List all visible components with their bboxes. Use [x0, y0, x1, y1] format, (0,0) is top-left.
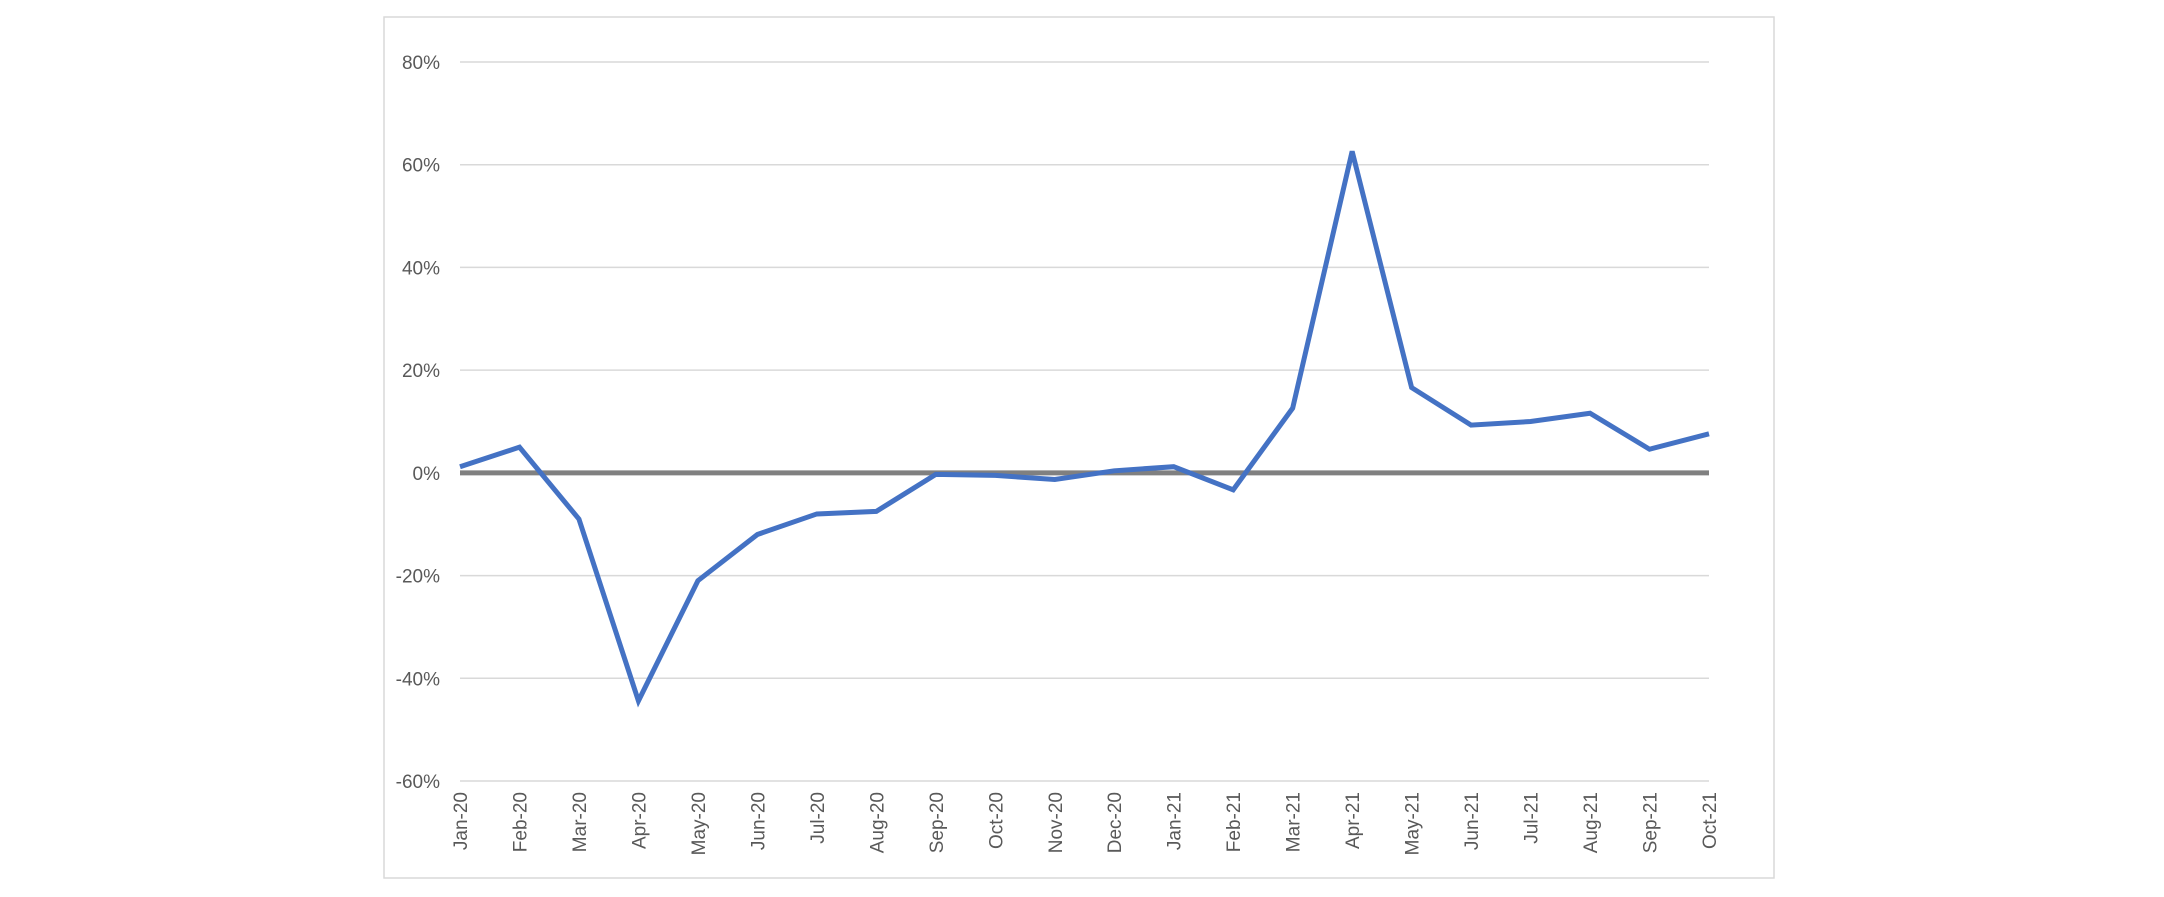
x-tick-label: Oct-21	[1700, 792, 1721, 849]
x-tick-label: Jun-21	[1462, 792, 1483, 850]
x-tick-label: Apr-21	[1343, 792, 1364, 849]
y-tick-label: 0%	[413, 464, 441, 485]
y-tick-label: -60%	[396, 772, 440, 793]
x-tick-label: Sep-21	[1641, 792, 1662, 853]
series-line	[459, 150, 1710, 708]
x-tick-label: Aug-21	[1581, 792, 1602, 853]
y-tick-label: 60%	[402, 156, 440, 177]
y-tick-label: 40%	[402, 258, 440, 279]
x-tick-label: May-20	[689, 792, 710, 855]
y-tick-label: -40%	[396, 669, 440, 690]
x-tick-label: Feb-21	[1224, 792, 1245, 852]
x-tick-label: Nov-20	[1046, 792, 1067, 853]
x-tick-label: Jul-21	[1522, 792, 1543, 844]
y-tick-label: 20%	[402, 361, 440, 382]
x-tick-label: Aug-20	[867, 792, 888, 853]
y-tick-label: -20%	[396, 567, 440, 588]
x-tick-label: Mar-20	[570, 792, 591, 852]
chart-frame	[383, 16, 1775, 879]
y-tick-label: 80%	[402, 53, 440, 74]
x-tick-label: Jan-20	[451, 792, 472, 850]
x-tick-label: Jan-21	[1165, 792, 1186, 850]
x-tick-label: Mar-21	[1284, 792, 1305, 852]
x-tick-label: Dec-20	[1105, 792, 1126, 853]
x-tick-label: Oct-20	[986, 792, 1007, 849]
x-tick-label: Feb-20	[510, 792, 531, 852]
x-tick-label: Jul-20	[808, 792, 829, 844]
x-tick-label: May-21	[1403, 792, 1424, 855]
x-tick-label: Apr-20	[629, 792, 650, 849]
x-tick-label: Sep-20	[927, 792, 948, 853]
x-tick-label: Jun-20	[748, 792, 769, 850]
